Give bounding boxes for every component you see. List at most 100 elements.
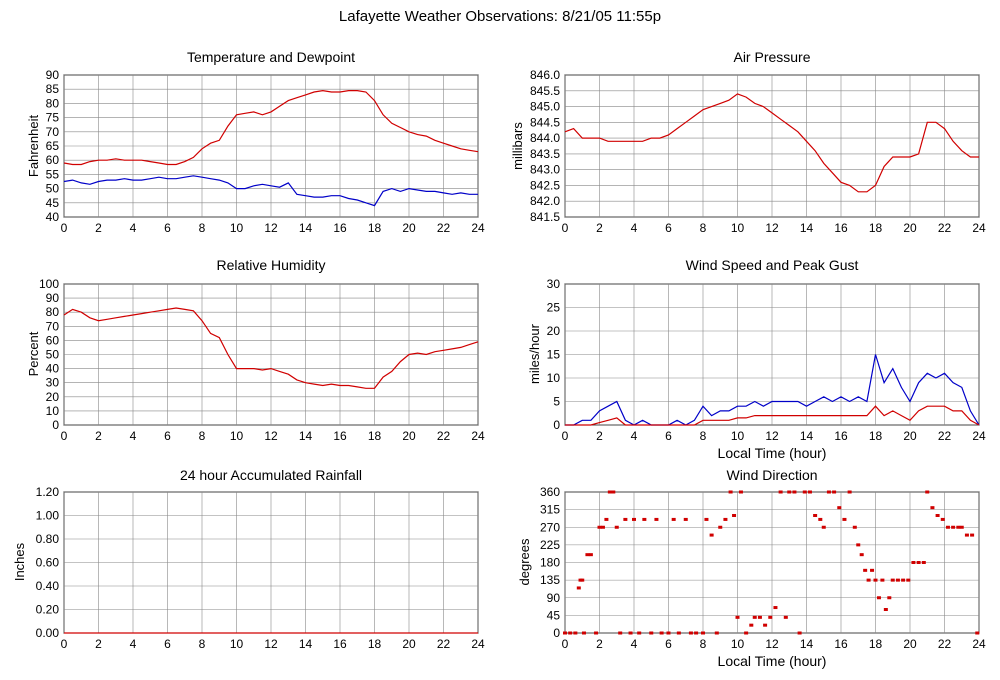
scatter-point: [718, 525, 723, 529]
scatter-point: [787, 490, 792, 494]
series-line-1: [63, 175, 478, 207]
scatter-point: [632, 517, 636, 521]
y-tick-label: 40: [46, 210, 60, 224]
x-tick-label: 6: [665, 221, 672, 235]
scatter-point: [883, 608, 888, 611]
x-tick-label: 8: [199, 637, 206, 651]
scatter-point: [671, 517, 676, 521]
scatter-point: [637, 631, 642, 635]
y-tick-label: 135: [540, 573, 560, 587]
scatter-point: [951, 525, 956, 529]
x-tick-label: 0: [562, 429, 569, 443]
x-ticks: 0 2 4 6 8 10 12 14 16 18 20 22 24: [61, 429, 485, 443]
y-axis-label: millibars: [510, 122, 525, 170]
x-tick-label: 2: [95, 429, 102, 443]
scatter-point: [614, 525, 619, 529]
y-tick-label: 0: [52, 418, 59, 432]
x-tick-label: 18: [869, 637, 883, 651]
series-line-0: [564, 93, 979, 193]
scatter-point: [604, 517, 609, 521]
y-axis-label: Fahrenheit: [26, 115, 41, 178]
y-axis-label: miles/hour: [527, 323, 542, 384]
x-axis-label: Local Time (hour): [718, 445, 827, 461]
scatter-point: [964, 533, 969, 537]
x-ticks: 0 2 4 6 8 10 12 14 16 18 20 22 24: [61, 221, 485, 235]
scatter-point: [676, 631, 681, 635]
grid: [63, 283, 479, 426]
y-tick-label: 843.5: [530, 147, 560, 161]
x-tick-label: 0: [61, 637, 68, 651]
x-tick-label: 12: [264, 221, 278, 235]
scatter-point: [563, 631, 567, 635]
scatter-point: [945, 525, 950, 529]
scatter-point: [956, 525, 961, 529]
x-tick-label: 20: [903, 637, 917, 651]
x-tick-label: 4: [631, 429, 638, 443]
y-tick-label: 60: [46, 153, 60, 167]
y-tick-label: 90: [46, 68, 60, 82]
x-tick-label: 20: [903, 429, 917, 443]
x-tick-label: 24: [972, 429, 986, 443]
x-tick-label: 8: [199, 221, 206, 235]
x-tick-label: 4: [130, 221, 137, 235]
x-tick-label: 16: [333, 221, 347, 235]
scatter-point: [813, 514, 818, 517]
y-tick-label: 25: [547, 301, 561, 315]
x-tick-label: 2: [95, 221, 102, 235]
x-tick-label: 20: [903, 221, 917, 235]
y-tick-label: 0: [553, 626, 560, 640]
y-tick-label: 0.00: [36, 626, 60, 640]
scatter-point: [959, 525, 964, 529]
y-tick-label: 844.5: [530, 115, 560, 129]
x-tick-label: 0: [562, 221, 569, 235]
scatter-point: [880, 578, 885, 582]
scatter-point: [744, 631, 749, 635]
scatter-point: [597, 525, 602, 529]
scatter-point: [890, 578, 895, 582]
scatter-point: [701, 631, 705, 635]
scatter-point: [573, 631, 578, 635]
scatter-point: [863, 568, 868, 572]
x-tick-label: 6: [164, 429, 171, 443]
scatter-point: [568, 631, 573, 635]
scatter-point: [852, 525, 857, 529]
scatter-point: [847, 490, 852, 494]
y-tick-label: 65: [46, 139, 60, 153]
panel-wind-direction: Wind Direction degrees Local Time (hour)…: [517, 467, 986, 669]
y-tick-label: 50: [46, 182, 60, 196]
scatter-point: [735, 615, 740, 619]
x-tick-label: 4: [130, 429, 137, 443]
y-tick-label: 85: [46, 82, 60, 96]
chart-title: Wind Speed and Peak Gust: [686, 257, 859, 273]
scatter-point: [792, 490, 797, 494]
scatter-point: [728, 490, 733, 494]
scatter-point: [807, 490, 812, 494]
series-group: [63, 307, 479, 389]
x-tick-label: 22: [437, 221, 451, 235]
scatter-point: [856, 543, 861, 547]
y-tick-label: 0.80: [36, 532, 60, 546]
x-tick-label: 18: [869, 221, 883, 235]
x-tick-label: 0: [61, 221, 68, 235]
y-tick-label: 55: [46, 167, 60, 181]
y-tick-label: 30: [547, 277, 561, 291]
x-tick-label: 4: [631, 221, 638, 235]
x-tick-label: 12: [264, 429, 278, 443]
y-tick-label: 1.00: [36, 509, 60, 523]
scatter-point: [842, 517, 847, 521]
x-tick-label: 22: [938, 429, 952, 443]
y-tick-label: 10: [547, 371, 561, 385]
x-tick-label: 10: [731, 221, 745, 235]
scatter-point: [642, 517, 647, 521]
scatter-point: [585, 553, 590, 557]
chart-title: Wind Direction: [726, 467, 817, 483]
y-tick-label: 360: [540, 485, 560, 499]
scatter-point: [975, 631, 980, 635]
chart-title: Air Pressure: [733, 49, 810, 65]
scatter-point: [704, 517, 709, 521]
